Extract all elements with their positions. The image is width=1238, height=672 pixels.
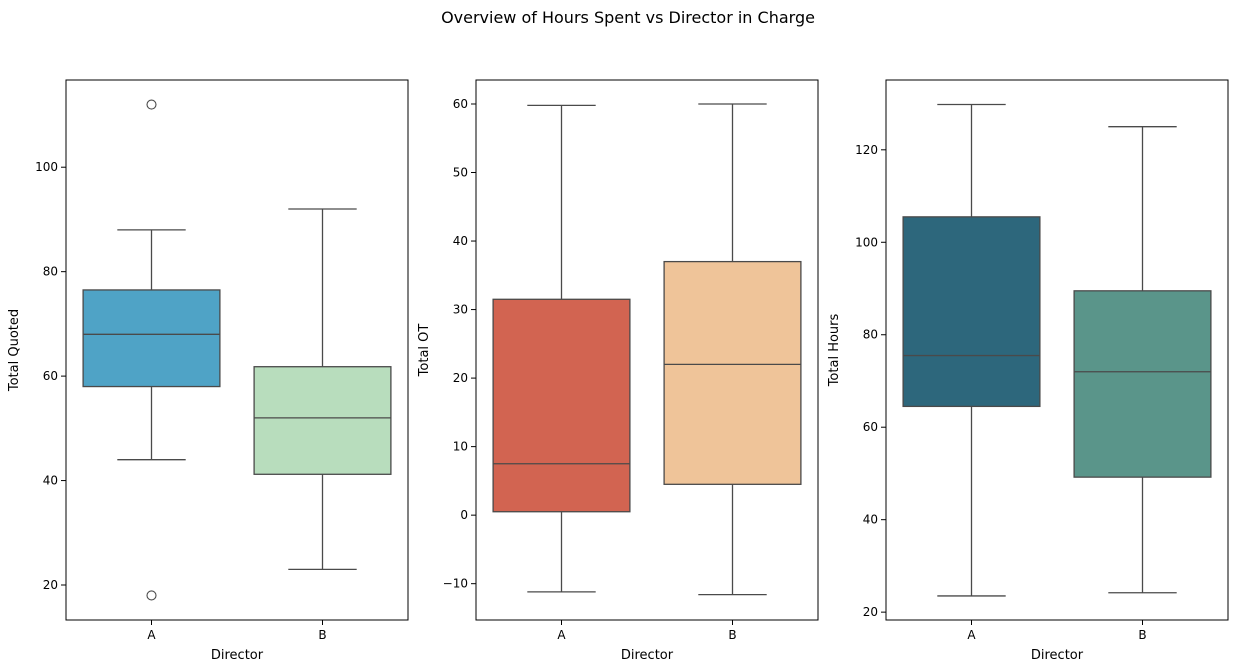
x-tick-label: A [147, 628, 156, 642]
box-B [1073, 126, 1212, 594]
box-A [492, 104, 631, 593]
x-tick-label: B [1138, 628, 1146, 642]
y-tick-label: 0 [460, 508, 468, 522]
y-tick-label: 100 [855, 235, 878, 249]
chart-title: Overview of Hours Spent vs Director in C… [441, 8, 815, 27]
y-tick-label: 40 [43, 474, 58, 488]
box-iqr [1073, 290, 1212, 478]
x-tick-label: A [967, 628, 976, 642]
outlier-point [146, 590, 157, 601]
outlier-point [146, 99, 157, 110]
subplot-2: −10 0 10 20 30 40 50 60 A B Director Total OT [417, 79, 819, 663]
y-tick-label: 20 [43, 578, 58, 592]
x-tick-label: B [318, 628, 326, 642]
y-tick-label: 40 [863, 513, 878, 527]
axes-frame [65, 79, 409, 621]
axes-frame [475, 79, 819, 621]
y-tick-label: 20 [453, 371, 468, 385]
axes-frame [885, 79, 1229, 621]
y-tick-label: 120 [855, 143, 878, 157]
subplot-3: 20 40 60 80 100 120 A B Director Total Hours [827, 79, 1229, 663]
y-tick-label: 80 [43, 265, 58, 279]
box-iqr [82, 289, 221, 388]
box-A [902, 103, 1041, 597]
box-iqr [663, 260, 802, 485]
x-axis-label: Director [1031, 648, 1084, 663]
y-axis-label: Total Hours [827, 313, 842, 387]
y-tick-label: −10 [443, 577, 468, 591]
y-tick-label: 60 [43, 369, 58, 383]
x-tick-label: B [728, 628, 736, 642]
y-tick-label: 100 [35, 160, 58, 174]
subplot-1: 20 40 60 80 100 A B Director Total Quoted [7, 79, 409, 663]
y-tick-label: 30 [453, 303, 468, 317]
x-tick-label: A [557, 628, 566, 642]
x-axis-label: Director [211, 648, 264, 663]
y-tick-label: 10 [453, 440, 468, 454]
box-B [663, 103, 802, 596]
x-axis-label: Director [621, 648, 674, 663]
box-B [253, 208, 392, 570]
y-tick-label: 40 [453, 234, 468, 248]
box-A [82, 99, 221, 601]
y-tick-label: 60 [863, 420, 878, 434]
box-iqr [253, 366, 392, 475]
box-iqr [902, 216, 1041, 408]
y-axis-label: Total Quoted [7, 309, 22, 392]
y-tick-label: 20 [863, 605, 878, 619]
y-tick-label: 60 [453, 97, 468, 111]
box-iqr [492, 298, 631, 513]
y-tick-label: 50 [453, 166, 468, 180]
y-axis-label: Total OT [417, 324, 432, 378]
y-tick-label: 80 [863, 328, 878, 342]
